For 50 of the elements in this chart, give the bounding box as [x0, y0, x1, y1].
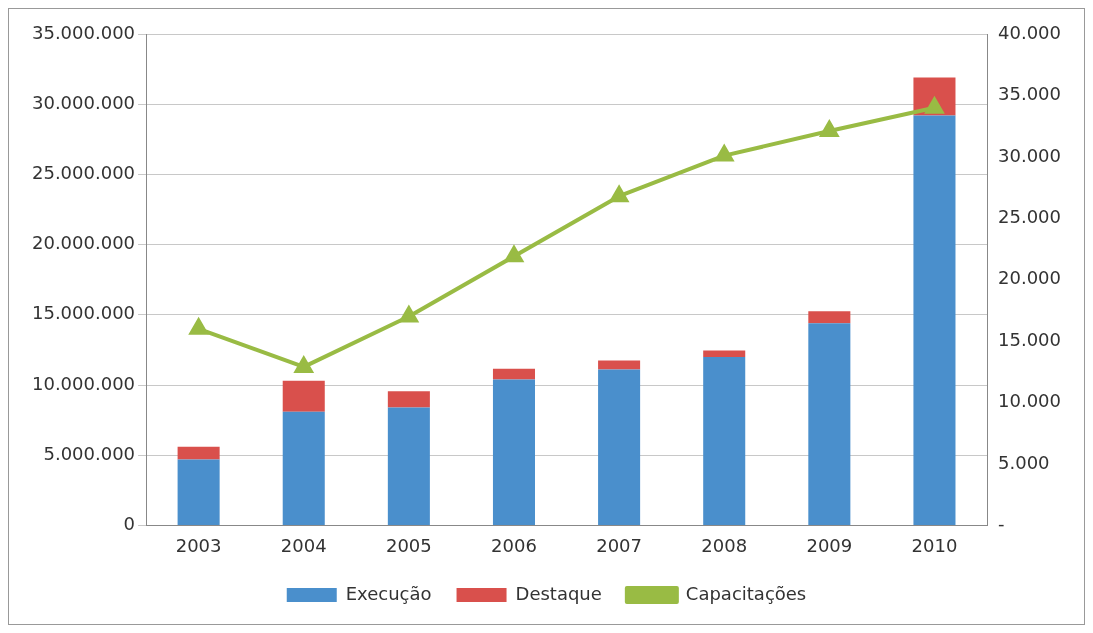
y-tick-label: 30.000.000 [32, 91, 136, 113]
y2-tick-label: 10.000 [998, 390, 1061, 412]
y-tick-label: 20.000.000 [32, 232, 136, 254]
y2-tick-label: 25.000 [998, 205, 1061, 227]
legend-label: Destaque [515, 582, 602, 604]
y-tick-label: 0 [123, 513, 136, 535]
bar [177, 446, 220, 460]
point [820, 121, 839, 138]
x-tick-label: 2009 [806, 534, 853, 556]
y-tick-label: 5.000.000 [43, 442, 136, 464]
point [714, 143, 735, 162]
point [399, 304, 420, 323]
x-tick-label: 2005 [385, 534, 432, 556]
bar [808, 311, 851, 324]
bar [913, 115, 956, 525]
point [610, 186, 629, 203]
point [188, 316, 209, 335]
y2-tick-label: 20.000 [998, 267, 1061, 289]
bar [492, 379, 535, 525]
y-tick-label: 15.000.000 [32, 302, 136, 324]
y2-tick-label: 35.000 [998, 83, 1061, 105]
x-tick-label: 2007 [596, 534, 643, 556]
bar [387, 391, 430, 408]
bar [598, 369, 641, 525]
bar [177, 459, 220, 525]
point [294, 356, 313, 373]
y2-tick-label: 40.000 [998, 21, 1061, 43]
x-tick-label: 2008 [701, 534, 748, 556]
bar [598, 360, 641, 370]
x-tick-label: 2004 [280, 534, 327, 556]
legend-label: Capacitações [685, 582, 807, 604]
x-tick-label: 2003 [175, 534, 222, 556]
y2-tick-label: 15.000 [998, 328, 1061, 350]
bar [703, 350, 746, 357]
point [505, 246, 523, 263]
y-tick-label: 35.000.000 [32, 21, 136, 43]
bar [808, 323, 851, 525]
bar [282, 380, 325, 412]
legend-label: Execução [345, 582, 432, 604]
y2-tick-label: - [998, 513, 1005, 535]
x-tick-label: 2010 [911, 534, 958, 556]
bar [282, 411, 325, 525]
y-tick-label: 25.000.000 [32, 162, 136, 184]
bar [703, 356, 746, 525]
y2-tick-label: 30.000 [998, 144, 1061, 166]
y-tick-label: 10.000.000 [32, 372, 136, 394]
y2-tick-label: 5.000 [998, 451, 1050, 473]
bar [387, 407, 430, 525]
x-tick-label: 2006 [491, 534, 537, 556]
bar [492, 368, 535, 380]
